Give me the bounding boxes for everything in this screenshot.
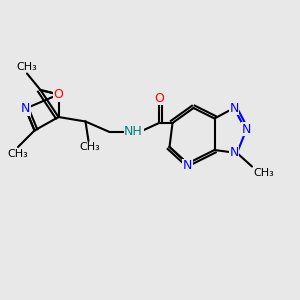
Text: N: N: [183, 159, 192, 172]
Text: O: O: [54, 88, 63, 101]
Text: N: N: [229, 146, 239, 160]
Text: N: N: [21, 102, 30, 115]
Text: N: N: [241, 122, 251, 136]
Text: CH₃: CH₃: [254, 168, 274, 178]
Text: NH: NH: [124, 125, 143, 139]
Text: N: N: [229, 101, 239, 115]
Text: O: O: [155, 92, 164, 105]
Text: CH₃: CH₃: [80, 142, 100, 152]
Text: CH₃: CH₃: [8, 148, 29, 158]
Text: CH₃: CH₃: [16, 62, 38, 72]
